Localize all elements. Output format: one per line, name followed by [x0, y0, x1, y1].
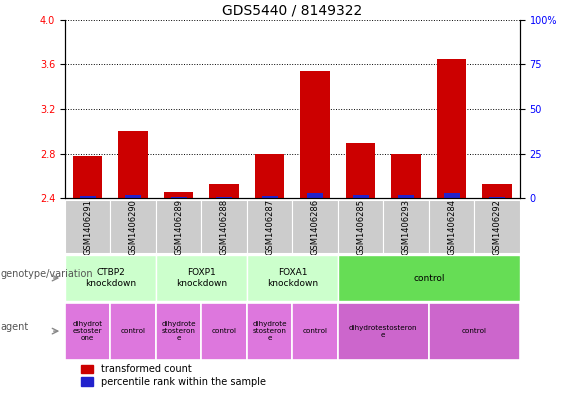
Text: agent: agent: [1, 322, 29, 332]
Bar: [247, 255, 338, 301]
Bar: [156, 255, 247, 301]
Bar: [338, 255, 520, 301]
Text: dihydrote
stosteron
e: dihydrote stosteron e: [253, 321, 287, 341]
Bar: [81, 365, 93, 373]
Bar: [80, 196, 95, 198]
Bar: [210, 184, 239, 198]
Bar: [156, 200, 202, 253]
Bar: [65, 200, 111, 253]
Bar: [301, 71, 330, 198]
Text: GSM1406287: GSM1406287: [265, 199, 274, 255]
Bar: [489, 197, 505, 198]
Text: GSM1406284: GSM1406284: [447, 199, 456, 255]
Bar: [202, 200, 247, 253]
Bar: [125, 195, 141, 198]
Bar: [171, 197, 186, 198]
Text: FOXA1
knockdown: FOXA1 knockdown: [267, 268, 318, 288]
Bar: [216, 197, 232, 198]
Bar: [164, 192, 193, 198]
Bar: [111, 200, 156, 253]
Bar: [81, 377, 93, 386]
Text: dihydrotestosteron
e: dihydrotestosteron e: [349, 325, 418, 338]
Bar: [111, 303, 156, 360]
Bar: [429, 303, 520, 360]
Text: genotype/variation: genotype/variation: [1, 269, 93, 279]
Bar: [202, 303, 247, 360]
Bar: [346, 143, 375, 198]
Bar: [338, 303, 429, 360]
Title: GDS5440 / 8149322: GDS5440 / 8149322: [222, 3, 363, 17]
Text: control: control: [462, 328, 487, 334]
Bar: [65, 255, 156, 301]
Bar: [307, 193, 323, 198]
Bar: [384, 200, 429, 253]
Bar: [444, 193, 459, 198]
Bar: [338, 200, 384, 253]
Bar: [255, 154, 284, 198]
Bar: [293, 200, 338, 253]
Bar: [156, 303, 202, 360]
Text: GSM1406290: GSM1406290: [129, 199, 138, 255]
Text: percentile rank within the sample: percentile rank within the sample: [101, 376, 266, 386]
Bar: [353, 195, 368, 198]
Bar: [65, 303, 111, 360]
Text: GSM1406292: GSM1406292: [493, 199, 502, 255]
Text: control: control: [212, 328, 237, 334]
Text: control: control: [121, 328, 146, 334]
Text: FOXP1
knockdown: FOXP1 knockdown: [176, 268, 227, 288]
Bar: [392, 154, 421, 198]
Text: GSM1406286: GSM1406286: [311, 199, 320, 255]
Text: GSM1406285: GSM1406285: [356, 199, 365, 255]
Text: GSM1406293: GSM1406293: [402, 199, 411, 255]
Text: dihydrote
stosteron
e: dihydrote stosteron e: [162, 321, 196, 341]
Text: transformed count: transformed count: [101, 364, 192, 374]
Text: dihydrot
estoster
one: dihydrot estoster one: [73, 321, 103, 341]
Bar: [119, 131, 148, 198]
Bar: [247, 303, 293, 360]
Bar: [429, 200, 475, 253]
Text: GSM1406291: GSM1406291: [83, 199, 92, 255]
Text: control: control: [413, 274, 445, 283]
Text: CTBP2
knockdown: CTBP2 knockdown: [85, 268, 136, 288]
Bar: [483, 184, 512, 198]
Bar: [475, 200, 520, 253]
Bar: [398, 195, 414, 198]
Bar: [437, 59, 466, 198]
Text: GSM1406289: GSM1406289: [174, 199, 183, 255]
Bar: [262, 196, 277, 198]
Bar: [247, 200, 293, 253]
Bar: [293, 303, 338, 360]
Text: control: control: [303, 328, 328, 334]
Bar: [73, 156, 102, 198]
Text: GSM1406288: GSM1406288: [220, 199, 229, 255]
